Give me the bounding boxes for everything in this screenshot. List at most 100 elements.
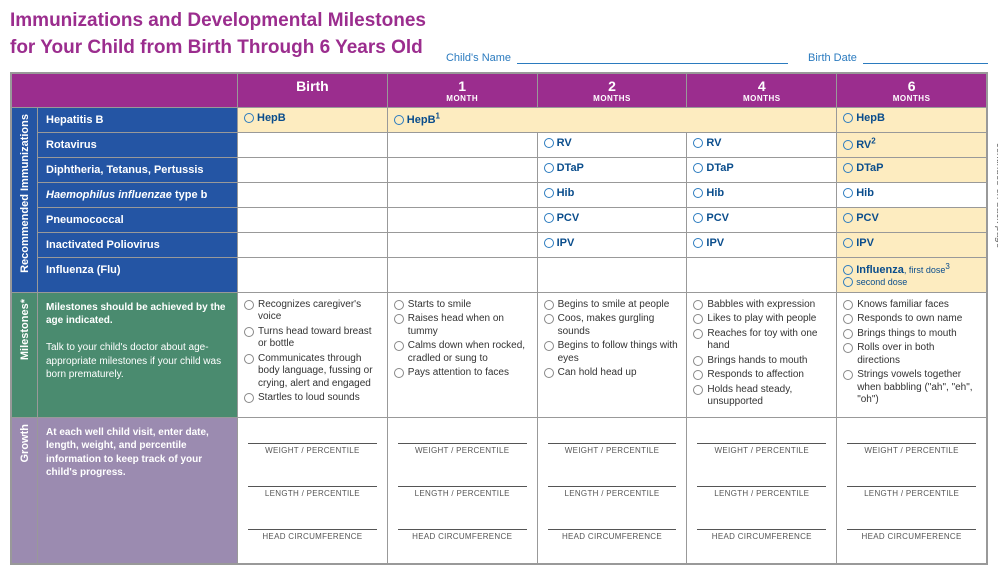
growth-input-line[interactable] (548, 426, 677, 444)
growth-input-line[interactable] (548, 512, 677, 530)
vaccine-label-6: Influenza (Flu) (38, 257, 238, 292)
milestone-item: Knows familiar faces (843, 299, 980, 312)
vaccine-cell-3-0 (238, 182, 388, 207)
milestones-col-3: Babbles with expressionLikes to play wit… (687, 292, 837, 417)
vaccine-row-6: Influenza (Flu) Influenza, first dose3sec… (12, 257, 987, 292)
page-title-2: for Your Child from Birth Through 6 Year… (10, 37, 426, 60)
growth-col-0[interactable]: WEIGHT / PERCENTILE LENGTH / PERCENTILE HE… (238, 417, 388, 563)
page-title-1: Immunizations and Developmental Mileston… (10, 10, 426, 33)
vaccine-cell-3-2[interactable]: Hib (537, 182, 687, 207)
vaccine-cell-6-0 (238, 257, 388, 292)
milestone-item: Calms down when rocked, cradled or sung … (394, 340, 531, 365)
milestone-item: Begins to follow things with eyes (544, 340, 681, 365)
growth-input-line[interactable] (847, 469, 976, 487)
growth-caption: HEAD CIRCUMFERENCE (847, 532, 976, 541)
milestone-item: Pays attention to faces (394, 367, 531, 380)
growth-input-line[interactable] (248, 469, 377, 487)
milestone-item: Startles to loud sounds (244, 392, 381, 405)
milestone-item: Brings hands to mouth (693, 355, 830, 368)
milestones-row: Milestones* Milestones should be achieve… (12, 292, 987, 417)
growth-caption: LENGTH / PERCENTILE (248, 489, 377, 498)
growth-input-line[interactable] (398, 512, 527, 530)
milestone-item: Brings things to mouth (843, 328, 980, 341)
vaccine-label-3: Haemophilus influenzae type b (38, 182, 238, 207)
vaccine-cell-1-2[interactable]: RV (537, 132, 687, 157)
vaccine-cell-5-1 (387, 232, 537, 257)
milestone-item: Coos, makes gurgling sounds (544, 313, 681, 338)
vaccine-cell-4-3[interactable]: PCV (687, 207, 837, 232)
vaccine-row-0: Recommended ImmunizationsHepatitis BHepB… (12, 107, 987, 132)
vaccine-row-4: PneumococcalPCVPCVPCV (12, 207, 987, 232)
vaccine-cell-1-0 (238, 132, 388, 157)
header-age-2: 2MONTHS (537, 73, 687, 107)
growth-caption: WEIGHT / PERCENTILE (248, 446, 377, 455)
growth-input-line[interactable] (548, 469, 677, 487)
vaccine-cell-2-1 (387, 157, 537, 182)
growth-col-4[interactable]: WEIGHT / PERCENTILELENGTH / PERCENTILEHE… (837, 417, 987, 563)
growth-caption: HEAD CIRCUMFERENCE (398, 532, 527, 541)
growth-input-line[interactable] (248, 426, 377, 444)
milestone-item: Communicates through body language, fuss… (244, 353, 381, 391)
growth-input-line[interactable] (697, 426, 826, 444)
growth-input-line[interactable] (847, 426, 976, 444)
growth-col-1[interactable]: WEIGHT / PERCENTILELENGTH / PERCENTILEHE… (387, 417, 537, 563)
immunization-table: Birth 1MONTH 2MONTHS 4MONTHS 6MONTHS Rec… (11, 73, 987, 564)
milestone-item: Turns head toward breast or bottle (244, 326, 381, 351)
vaccine-cell-6-4[interactable]: Influenza, first dose3second dose (837, 257, 987, 292)
vaccine-row-5: Inactivated PoliovirusIPVIPVIPV (12, 232, 987, 257)
chart-wrapper: continues on back page Birth 1MONTH 2MON… (10, 72, 988, 565)
milestone-item: Recognizes caregiver's voice (244, 299, 381, 324)
header-age-4: 6MONTHS (837, 73, 987, 107)
birth-date-label: Birth Date (808, 52, 857, 64)
header-age-0: Birth (238, 73, 388, 107)
growth-input-line[interactable] (248, 512, 377, 530)
vaccine-cell-5-2[interactable]: IPV (537, 232, 687, 257)
milestone-item: Starts to smile (394, 299, 531, 312)
milestones-col-1: Starts to smileRaises head when on tummy… (387, 292, 537, 417)
vaccine-cell-1-3[interactable]: RV (687, 132, 837, 157)
vaccine-cell-4-2[interactable]: PCV (537, 207, 687, 232)
child-name-input-line[interactable] (517, 50, 788, 64)
vaccine-cell-4-4[interactable]: PCV (837, 207, 987, 232)
milestone-item: Babbles with expression (693, 299, 830, 312)
vaccine-cell-1-4[interactable]: RV2 (837, 132, 987, 157)
growth-input-line[interactable] (398, 469, 527, 487)
milestone-item: Can hold head up (544, 367, 681, 380)
growth-col-2[interactable]: WEIGHT / PERCENTILELENGTH / PERCENTILEHE… (537, 417, 687, 563)
vaccine-cell-3-4[interactable]: Hib (837, 182, 987, 207)
growth-input-line[interactable] (398, 426, 527, 444)
vaccine-cell-5-4[interactable]: IPV (837, 232, 987, 257)
vaccine-cell-0-1[interactable]: HepB1 (387, 107, 836, 132)
growth-input-line[interactable] (847, 512, 976, 530)
vaccine-cell-2-4[interactable]: DTaP (837, 157, 987, 182)
vaccine-cell-2-0 (238, 157, 388, 182)
side-tab-immunizations: Recommended Immunizations (12, 107, 38, 292)
vaccine-cell-5-0 (238, 232, 388, 257)
vaccine-cell-6-1 (387, 257, 537, 292)
milestone-item: Responds to own name (843, 313, 980, 326)
header-row: Birth 1MONTH 2MONTHS 4MONTHS 6MONTHS (12, 73, 987, 107)
birth-date-input-line[interactable] (863, 50, 988, 64)
milestone-item: Begins to smile at people (544, 299, 681, 312)
growth-col-3[interactable]: WEIGHT / PERCENTILELENGTH / PERCENTILEHE… (687, 417, 837, 563)
growth-caption: HEAD CIRCUMFERENCE (697, 532, 826, 541)
vaccine-label-4: Pneumococcal (38, 207, 238, 232)
milestone-item: Reaches for toy with one hand (693, 328, 830, 353)
growth-caption: WEIGHT / PERCENTILE (697, 446, 826, 455)
vaccine-cell-3-3[interactable]: Hib (687, 182, 837, 207)
header-blank (12, 73, 238, 107)
side-tab-growth: Growth (12, 417, 38, 563)
vaccine-cell-0-2[interactable]: HepB (837, 107, 987, 132)
vaccine-cell-0-0[interactable]: HepB (238, 107, 388, 132)
milestones-blurb: Milestones should be achieved by the age… (38, 292, 238, 417)
growth-input-line[interactable] (697, 469, 826, 487)
growth-caption: WEIGHT / PERCENTILE (847, 446, 976, 455)
growth-input-line[interactable] (697, 512, 826, 530)
growth-caption: HEAD CIRCUMFERENCE (248, 532, 377, 541)
child-name-label: Child's Name (446, 52, 511, 64)
vaccine-cell-5-3[interactable]: IPV (687, 232, 837, 257)
milestones-col-4: Knows familiar facesResponds to own name… (837, 292, 987, 417)
vaccine-cell-2-2[interactable]: DTaP (537, 157, 687, 182)
vaccine-cell-2-3[interactable]: DTaP (687, 157, 837, 182)
growth-caption: LENGTH / PERCENTILE (398, 489, 527, 498)
